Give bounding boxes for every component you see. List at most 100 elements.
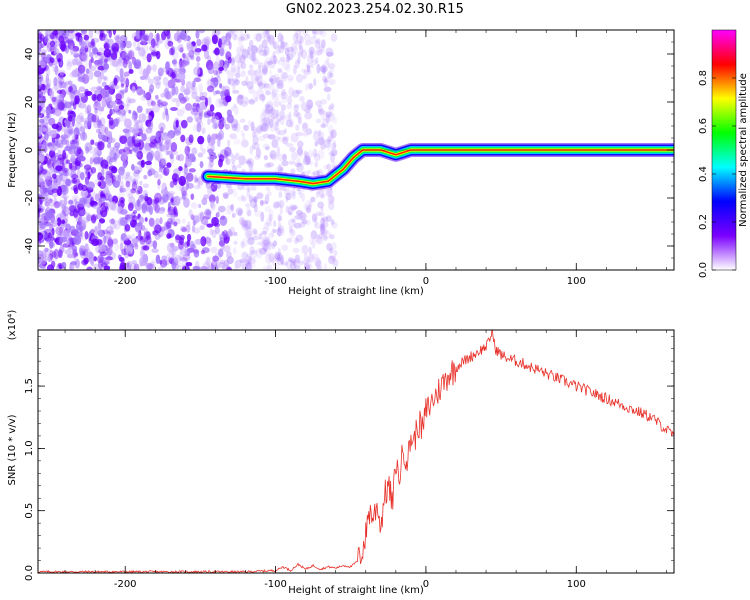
spectrogram-noise-blob [105,256,113,261]
spectrogram-noise-blob [45,222,50,228]
spectrogram-noise-blob [259,112,266,122]
spectrogram-noise-blob [83,59,91,69]
spectrogram-noise-blob [63,36,70,44]
spectrogram-noise-blob [43,170,51,180]
spectrogram-noise-blob [277,153,286,162]
spectrogram-noise-blob [285,64,291,73]
spectrogram-noise-blob [179,184,184,192]
spectrogram-noise-blob [157,67,164,77]
spectrogram-noise-blob [304,200,312,210]
spectrogram-noise-blob [227,188,234,195]
spectrogram-noise-blob [98,218,106,224]
spectrogram-noise-blob [39,181,46,190]
spectrogram-noise-blob [50,129,57,139]
spectrogram-noise-blob [111,166,118,174]
spectrogram-noise-blob [264,194,270,205]
spectrogram-noise-blob [176,64,184,73]
spectrogram-noise-blob [281,42,289,50]
spectrogram-noise-blob [253,196,258,204]
spectrogram-noise-blob [64,37,70,43]
spectrogram-noise-blob [209,104,215,112]
spectrogram-noise-blob [86,266,93,270]
spectrogram-noise-blob [90,191,97,201]
spectrogram-noise-blob [292,204,297,210]
spectrogram-noise-blob [320,206,324,213]
spectrogram-noise-blob [104,201,110,208]
spectrogram-noise-blob [207,96,212,106]
spectrogram-noise-blob [45,121,49,129]
spectrogram-noise-blob [296,112,302,120]
spectrogram-noise-blob [85,91,93,96]
spectrogram-noise-blob [242,195,247,203]
spectrogram-noise-blob [224,123,231,130]
spectrogram-noise-blob [304,252,308,261]
spectrogram-noise-blob [210,137,216,146]
spectrogram-noise-blob [177,71,186,82]
spectrogram-noise-blob [68,129,73,134]
spectrogram-noise-blob [308,82,313,90]
spectrogram-noise-blob [273,54,277,65]
spectrogram-noise-blob [332,258,339,268]
spectrogram-noise-blob [39,98,44,107]
spectrogram-noise-blob [198,112,203,117]
spectrogram-noise-blob [38,203,43,212]
spectrogram-noise-blob [199,160,204,169]
spectrogram-y-tick-label: 20 [24,96,35,109]
spectrogram-noise-blob [122,58,128,69]
spectrogram-noise-blob [266,264,273,270]
spectrogram-noise-blob [161,31,167,41]
spectrogram-noise-blob [297,116,302,124]
spectrogram-noise-blob [69,139,78,145]
spectrogram-noise-blob [316,265,323,270]
spectrogram-noise-blob [203,35,212,47]
spectrogram-noise-blob [314,161,318,168]
spectrogram-noise-blob [173,211,179,216]
spectrogram-noise-blob [92,47,99,55]
spectrogram-noise-blob [99,117,106,126]
spectrogram-noise-blob [176,100,181,108]
spectrogram-noise-blob [116,34,121,40]
spectrogram-noise-blob [268,213,272,223]
spectrogram-noise-blob [324,230,332,240]
spectrogram-noise-blob [230,67,238,77]
spectrogram-noise-blob [305,99,314,109]
spectrogram-noise-blob [320,227,328,237]
spectrogram-noise-blob [39,182,43,189]
spectrogram-noise-blob [246,50,250,60]
spectrogram-noise-blob [258,233,263,240]
spectrogram-noise-blob [141,43,149,53]
spectrogram-noise-blob [249,64,254,70]
spectrogram-noise-blob [42,140,47,146]
spectrogram-noise-blob [325,56,330,66]
spectrogram-noise-blob [323,85,331,93]
spectrogram-noise-blob [320,193,326,199]
spectrogram-noise-blob [167,221,175,226]
spectrogram-noise-blob [170,214,176,225]
spectrogram-noise-blob [49,198,54,208]
spectrogram-noise-blob [267,34,275,44]
spectrogram-noise-blob [141,203,147,214]
spectrogram-noise-blob [98,124,106,135]
spectrogram-noise-blob [71,251,79,260]
spectrogram-noise-blob [124,53,131,62]
spectrogram-noise-blob [95,245,103,254]
spectrogram-noise-blob [260,238,267,249]
colorbar-bar [711,29,737,271]
spectrogram-noise-blob [190,193,195,200]
spectrogram-noise-blob [252,58,259,65]
spectrogram-noise-blob [245,262,252,270]
spectrogram-noise-blob [52,173,57,179]
spectrogram-noise-blob [214,226,220,235]
spectrogram-noise-blob [76,114,82,125]
spectrogram-noise-blob [268,133,277,140]
spectrogram-noise-blob [258,125,267,132]
spectrogram-noise-blob [104,58,109,63]
spectrogram-noise-blob [229,30,234,37]
spectrogram-noise-blob [118,166,125,176]
spectrogram-noise-blob [119,89,128,94]
spectrogram-noise-blob [308,46,315,55]
spectrogram-noise-blob [304,108,311,113]
spectrogram-noise-blob [217,134,222,142]
spectrogram-noise-blob [135,33,141,40]
spectrogram-noise-blob [175,119,179,128]
